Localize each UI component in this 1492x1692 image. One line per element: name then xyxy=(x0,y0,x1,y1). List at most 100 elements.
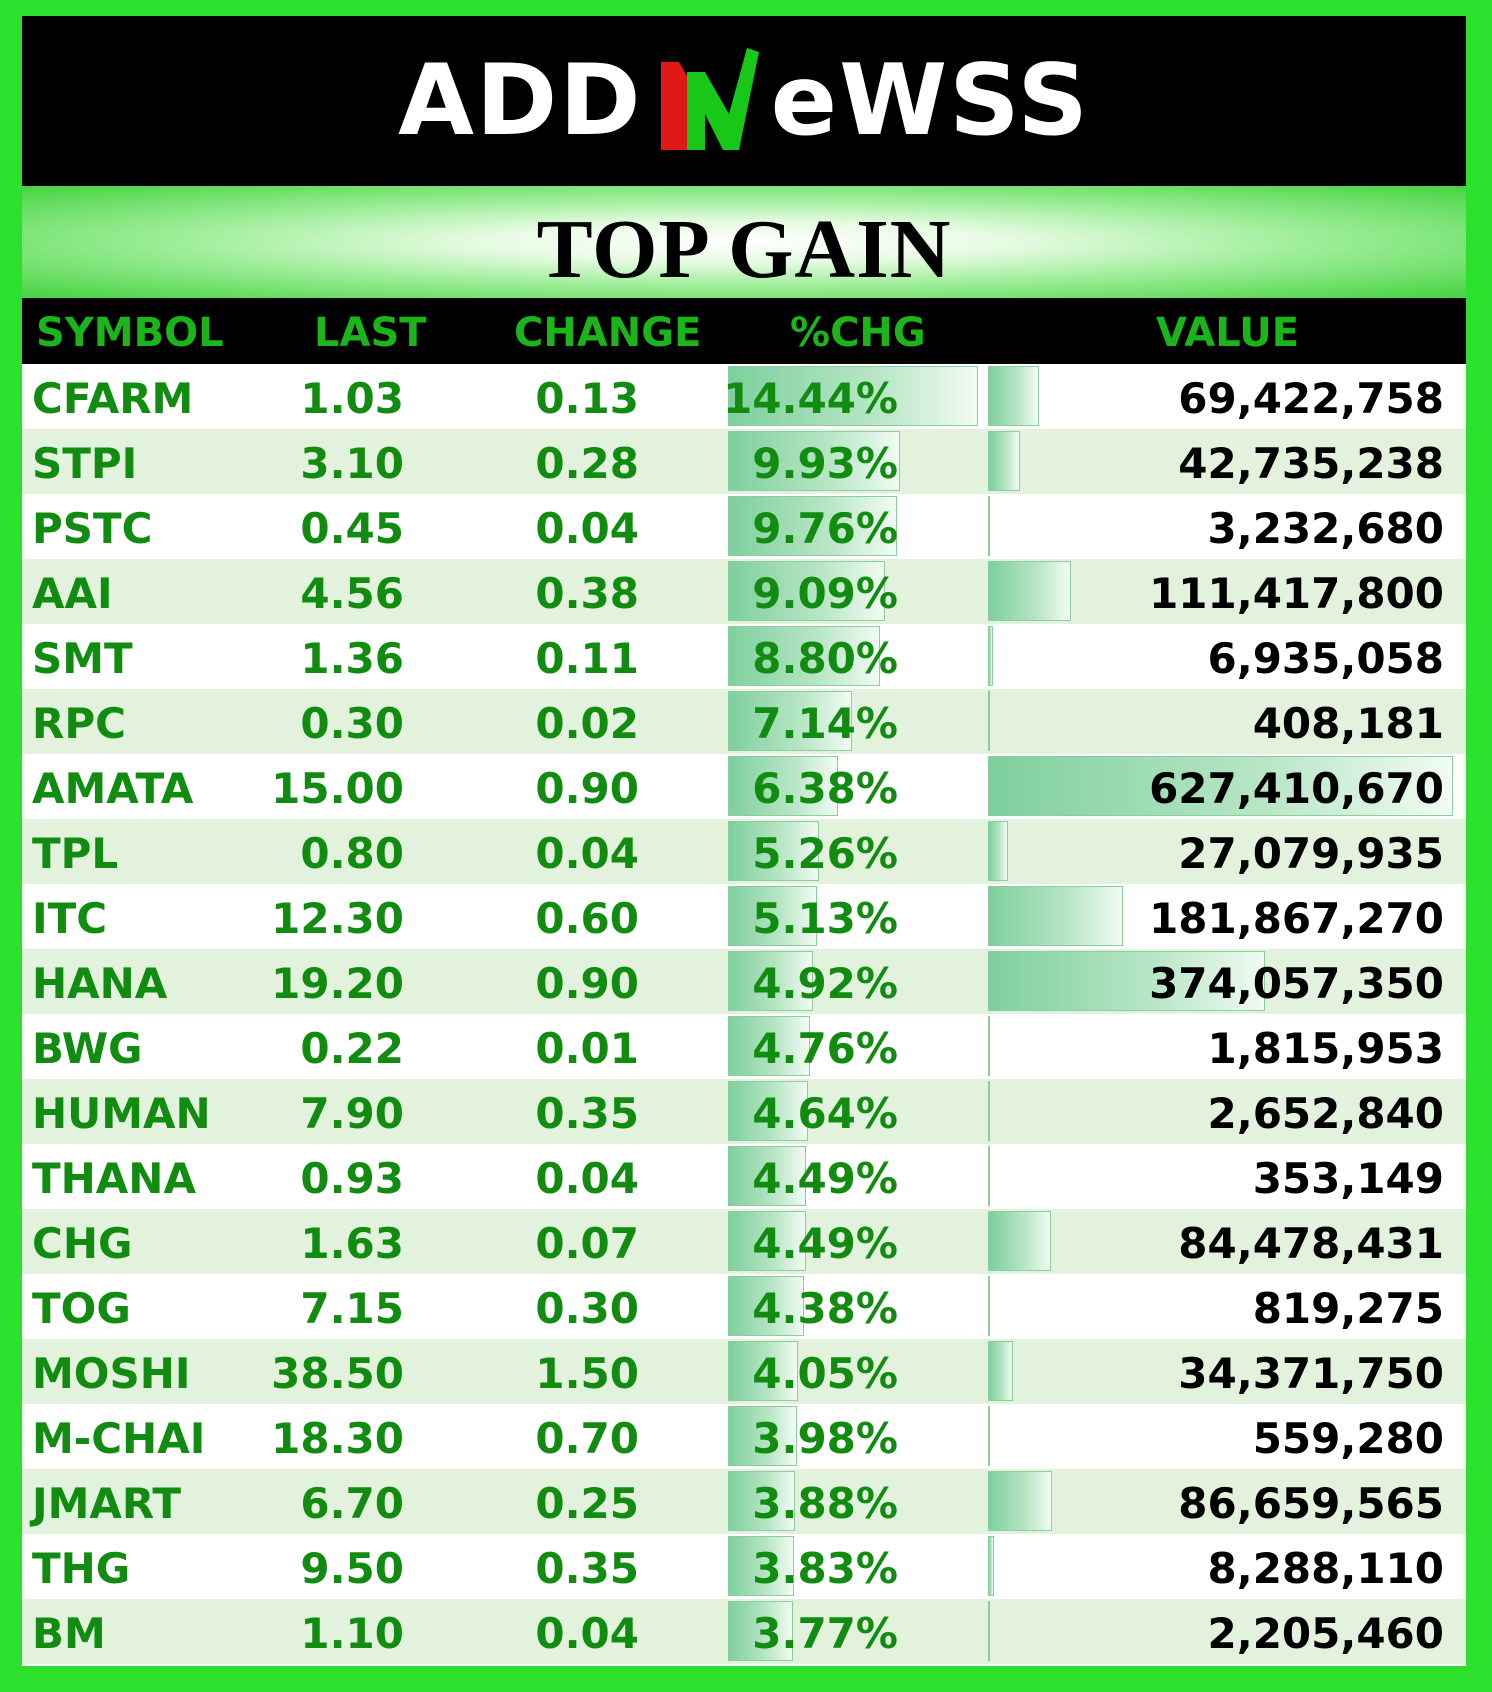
value-bar xyxy=(988,1276,990,1336)
value-cell: 42,735,238 xyxy=(1178,439,1444,488)
table-row: AAI 4.56 0.38 9.09% 111,417,800 xyxy=(22,559,1466,624)
pct-cell: 4.64% xyxy=(752,1089,898,1138)
value-cell: 408,181 xyxy=(1252,699,1444,748)
value-bar xyxy=(988,1211,1051,1271)
logo-text-right: eWSS xyxy=(770,44,1090,158)
table-row: RPC 0.30 0.02 7.14% 408,181 xyxy=(22,689,1466,754)
table-row: BWG 0.22 0.01 4.76% 1,815,953 xyxy=(22,1014,1466,1079)
value-cell: 111,417,800 xyxy=(1149,569,1444,618)
table-row: HANA 19.20 0.90 4.92% 374,057,350 xyxy=(22,949,1466,1014)
table-row: MOSHI 38.50 1.50 4.05% 34,371,750 xyxy=(22,1339,1466,1404)
symbol-cell: PSTC xyxy=(32,504,153,553)
value-cell: 34,371,750 xyxy=(1178,1349,1444,1398)
symbol-cell: CFARM xyxy=(32,374,194,423)
change-cell: 0.30 xyxy=(535,1284,639,1333)
last-cell: 0.22 xyxy=(300,1024,404,1073)
pct-bar xyxy=(728,1146,806,1206)
pct-cell: 3.83% xyxy=(752,1544,898,1593)
change-cell: 0.90 xyxy=(535,764,639,813)
value-cell: 84,478,431 xyxy=(1178,1219,1444,1268)
top-gain-panel: ADD eWSS TOP GAIN SYMBOL LAST CHANGE %CH… xyxy=(22,16,1466,1666)
last-cell: 0.93 xyxy=(300,1154,404,1203)
table-row: HUMAN 7.90 0.35 4.64% 2,652,840 xyxy=(22,1079,1466,1144)
change-cell: 0.01 xyxy=(535,1024,639,1073)
value-bar xyxy=(988,1341,1013,1401)
change-cell: 0.70 xyxy=(535,1414,639,1463)
table-row: BM 1.10 0.04 3.77% 2,205,460 xyxy=(22,1599,1466,1664)
table-row: M-CHAI 18.30 0.70 3.98% 559,280 xyxy=(22,1404,1466,1469)
change-cell: 0.60 xyxy=(535,894,639,943)
value-bar xyxy=(988,496,990,556)
header-value: VALUE xyxy=(1156,310,1300,356)
value-cell: 819,275 xyxy=(1252,1284,1444,1333)
pct-cell: 4.76% xyxy=(752,1024,898,1073)
pct-cell: 3.88% xyxy=(752,1479,898,1528)
table-row: CFARM 1.03 0.13 14.44% 69,422,758 xyxy=(22,364,1466,429)
last-cell: 19.20 xyxy=(271,959,404,1008)
pct-cell: 3.98% xyxy=(752,1414,898,1463)
pct-bar xyxy=(728,1406,797,1466)
pct-cell: 7.14% xyxy=(752,699,898,748)
symbol-cell: CHG xyxy=(32,1219,133,1268)
pct-bar xyxy=(728,1016,810,1076)
symbol-cell: ITC xyxy=(32,894,108,943)
pct-cell: 4.05% xyxy=(752,1349,898,1398)
table-body: CFARM 1.03 0.13 14.44% 69,422,758 STPI 3.10 0.2… xyxy=(22,364,1466,1664)
last-cell: 0.45 xyxy=(300,504,404,553)
value-bar xyxy=(988,951,1265,1011)
value-bar xyxy=(988,756,1453,816)
symbol-cell: HUMAN xyxy=(32,1089,211,1138)
header-last: LAST xyxy=(314,310,427,356)
logo-bar: ADD eWSS xyxy=(22,16,1466,186)
last-cell: 9.50 xyxy=(300,1544,404,1593)
symbol-cell: AMATA xyxy=(32,764,194,813)
pct-bar xyxy=(728,1081,808,1141)
pct-cell: 5.26% xyxy=(752,829,898,878)
value-cell: 27,079,935 xyxy=(1178,829,1444,878)
symbol-cell: JMART xyxy=(32,1479,182,1528)
value-cell: 374,057,350 xyxy=(1149,959,1444,1008)
value-bar xyxy=(988,431,1020,491)
value-cell: 2,205,460 xyxy=(1207,1609,1444,1658)
value-bar xyxy=(988,1081,990,1141)
pct-bar xyxy=(728,561,885,621)
pct-bar xyxy=(728,1471,795,1531)
title-bar: TOP GAIN xyxy=(22,186,1466,298)
symbol-cell: HANA xyxy=(32,959,168,1008)
last-cell: 1.63 xyxy=(300,1219,404,1268)
pct-cell: 9.09% xyxy=(752,569,898,618)
change-cell: 0.02 xyxy=(535,699,639,748)
last-cell: 0.30 xyxy=(300,699,404,748)
last-cell: 1.36 xyxy=(300,634,404,683)
value-cell: 181,867,270 xyxy=(1149,894,1444,943)
last-cell: 1.03 xyxy=(300,374,404,423)
table-row: ITC 12.30 0.60 5.13% 181,867,270 xyxy=(22,884,1466,949)
table-row: PSTC 0.45 0.04 9.76% 3,232,680 xyxy=(22,494,1466,559)
pct-bar xyxy=(728,496,897,556)
change-cell: 0.04 xyxy=(535,829,639,878)
table-row: TPL 0.80 0.04 5.26% 27,079,935 xyxy=(22,819,1466,884)
symbol-cell: AAI xyxy=(32,569,113,618)
value-cell: 1,815,953 xyxy=(1207,1024,1444,1073)
pct-bar xyxy=(728,1536,794,1596)
value-bar xyxy=(988,1146,990,1206)
change-cell: 0.28 xyxy=(535,439,639,488)
pct-cell: 5.13% xyxy=(752,894,898,943)
pct-cell: 4.92% xyxy=(752,959,898,1008)
pct-bar xyxy=(728,1601,793,1661)
symbol-cell: RPC xyxy=(32,699,126,748)
pct-bar xyxy=(728,1276,804,1336)
n-logo-icon xyxy=(660,48,759,150)
last-cell: 4.56 xyxy=(300,569,404,618)
last-cell: 0.80 xyxy=(300,829,404,878)
pct-bar xyxy=(728,951,813,1011)
symbol-cell: THANA xyxy=(32,1154,196,1203)
value-cell: 559,280 xyxy=(1252,1414,1444,1463)
change-cell: 1.50 xyxy=(535,1349,639,1398)
last-cell: 15.00 xyxy=(271,764,404,813)
value-cell: 3,232,680 xyxy=(1207,504,1444,553)
table-row: STPI 3.10 0.28 9.93% 42,735,238 xyxy=(22,429,1466,494)
last-cell: 1.10 xyxy=(300,1609,404,1658)
symbol-cell: BM xyxy=(32,1609,106,1658)
table-row: THG 9.50 0.35 3.83% 8,288,110 xyxy=(22,1534,1466,1599)
